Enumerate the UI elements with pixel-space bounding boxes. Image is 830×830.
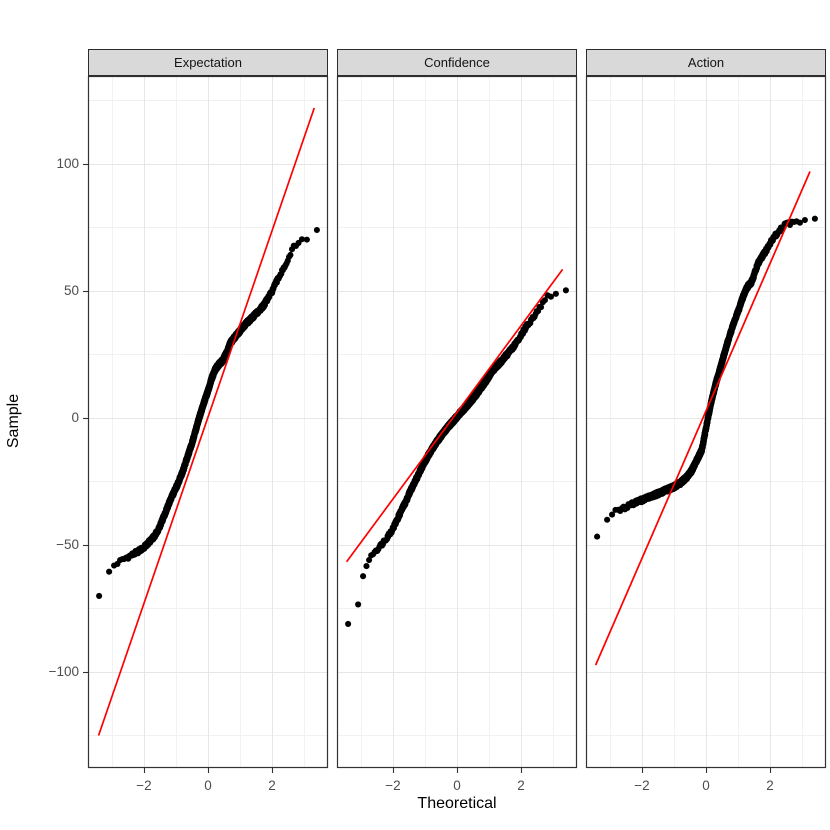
y-tick-label: 100	[56, 155, 79, 171]
facet-strip-expectation: Expectation	[88, 49, 328, 76]
x-tick-label: 2	[517, 778, 525, 793]
x-tick-label: 0	[702, 778, 710, 793]
x-tick-label: 2	[268, 778, 276, 793]
y-tick-label: −50	[56, 536, 79, 552]
facet-strip-label: Action	[687, 55, 725, 70]
x-tick-label: −2	[385, 778, 401, 793]
facet-strip-action: Action	[586, 49, 826, 76]
x-tick-label: 2	[766, 778, 774, 793]
y-tick-label: −100	[48, 663, 79, 679]
x-tick-label: −2	[634, 778, 650, 793]
x-tick-label: −2	[136, 778, 152, 793]
facet-strip-confidence: Confidence	[337, 49, 577, 76]
x-tick-label: 0	[453, 778, 461, 793]
y-tick-label: 50	[63, 282, 79, 298]
facet-strip-label: Expectation	[174, 55, 242, 70]
x-tick-label: 0	[204, 778, 212, 793]
y-tick-label: 0	[71, 409, 79, 425]
x-axis-title: Theoretical	[417, 795, 497, 812]
facet-strip-label: Confidence	[424, 55, 490, 70]
